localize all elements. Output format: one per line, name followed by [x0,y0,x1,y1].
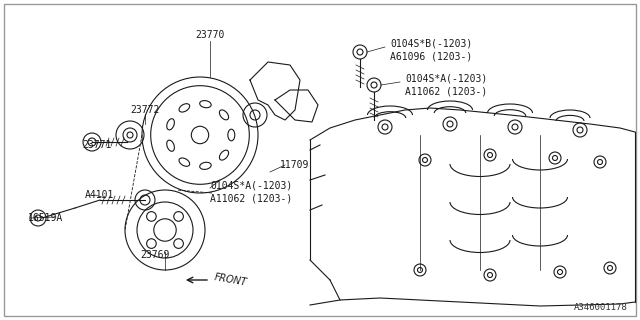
Text: 23770: 23770 [195,30,225,40]
Text: A346001178: A346001178 [574,303,628,312]
Text: 23769: 23769 [140,250,170,260]
Text: 0104S*A(-1203)
A11062 (1203-): 0104S*A(-1203) A11062 (1203-) [210,181,292,203]
Text: 16519A: 16519A [28,213,63,223]
Text: 0104S*A(-1203)
A11062 (1203-): 0104S*A(-1203) A11062 (1203-) [405,74,487,96]
Text: 23771: 23771 [82,140,111,150]
Text: FRONT: FRONT [213,272,248,288]
Text: 11709: 11709 [280,160,309,170]
Text: 23772: 23772 [130,105,159,115]
Text: 0104S*B(-1203)
A61096 (1203-): 0104S*B(-1203) A61096 (1203-) [390,39,472,61]
Text: A4101: A4101 [85,190,115,200]
